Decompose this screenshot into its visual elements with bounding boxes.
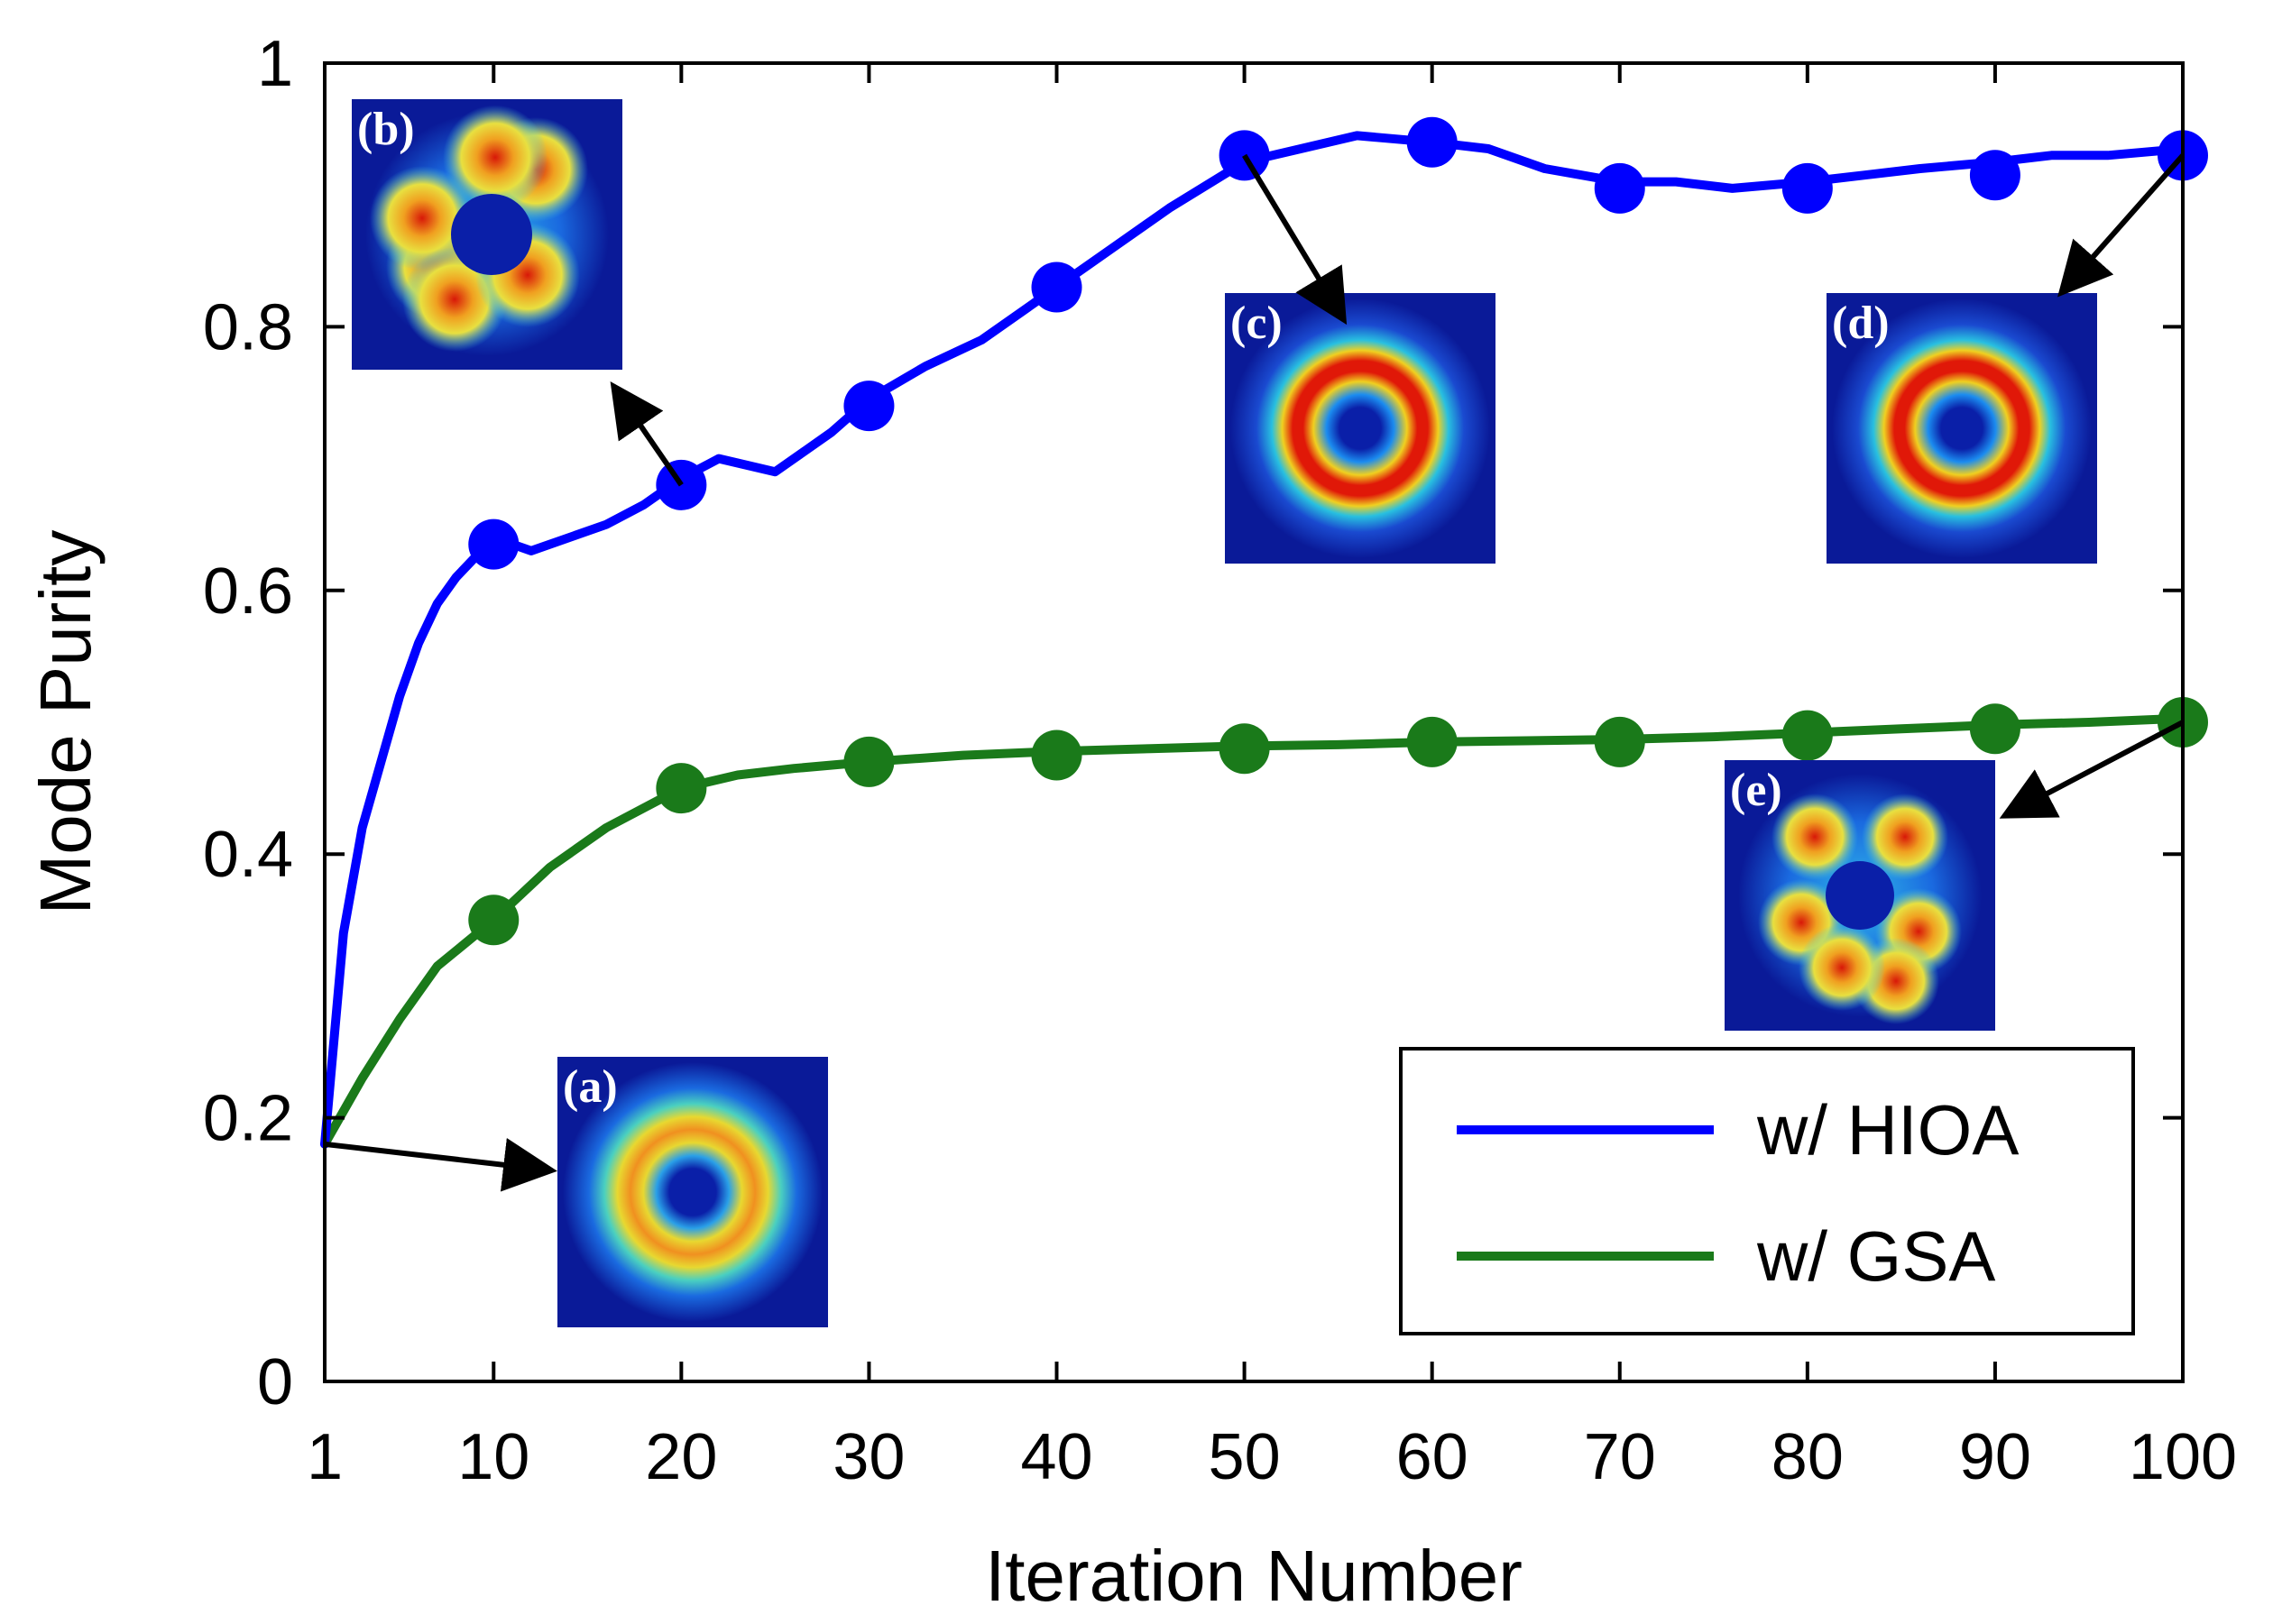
x-tick-label: 60: [1396, 1421, 1468, 1493]
inset-arrow: [324, 1137, 557, 1192]
inset-arrow: [610, 381, 684, 487]
beam-lobe: [370, 166, 474, 271]
x-tick-label: 10: [457, 1421, 529, 1493]
beam-core: [1826, 861, 1894, 930]
data-point-hioa: [1969, 150, 2020, 201]
data-point-gsa: [1594, 716, 1645, 767]
data-point-hioa: [1406, 116, 1458, 168]
inset-c: (c): [1225, 153, 1495, 564]
x-axis-label: Iteration Number: [985, 1536, 1523, 1616]
x-tick-label: 90: [1959, 1421, 2031, 1493]
beam-lobe: [443, 105, 548, 210]
x-tick-label: 100: [2129, 1421, 2237, 1493]
inset-label: (a): [563, 1061, 618, 1113]
inset-e: (e): [1725, 720, 2185, 1031]
x-tick-label: 20: [645, 1421, 717, 1493]
x-tick-label: 80: [1771, 1421, 1844, 1493]
data-point-hioa: [1781, 162, 1833, 214]
x-tick-label: 70: [1584, 1421, 1656, 1493]
inset-d: (d): [1827, 153, 2186, 564]
data-point-gsa: [843, 736, 895, 787]
data-point-hioa: [468, 518, 520, 570]
y-tick-label: 1: [257, 28, 293, 100]
legend-label-hioa: w/ HIOA: [1756, 1090, 2019, 1170]
x-tick-label: 1: [307, 1421, 343, 1493]
inset-b: (b): [352, 99, 684, 487]
legend: w/ HIOA w/ GSA: [1399, 1047, 2135, 1335]
beam-ring: [563, 1062, 823, 1322]
series-line-hioa: [320, 131, 2187, 1149]
data-point-gsa: [1969, 703, 2020, 755]
beam-core: [451, 194, 532, 275]
beam-ring: [1230, 298, 1490, 558]
plot-frame: [323, 61, 2185, 1383]
y-axis-label: Mode Purity: [25, 530, 106, 915]
inset-arrow: [2057, 153, 2186, 298]
inset-a: (a): [324, 1057, 828, 1327]
y-tick-label: 0.2: [203, 1083, 293, 1155]
x-tick-label: 50: [1209, 1421, 1281, 1493]
beam-spot: [1799, 924, 1885, 1011]
legend-label-gsa: w/ GSA: [1756, 1216, 1995, 1296]
inset-arrow: [1242, 153, 1348, 326]
data-point-hioa: [843, 381, 895, 432]
beam-ring: [1832, 298, 2092, 558]
data-point-gsa: [1031, 729, 1082, 781]
beam-spot: [1771, 794, 1858, 880]
data-point-gsa: [656, 763, 707, 814]
inset-layer: (a) (b) (c) (d) (e): [324, 99, 2186, 1327]
tick-layer: 1 10 20 30 40 50 60 70 80 90 100 0 0.2 0.4 0.6 0.8 1: [203, 28, 2237, 1493]
inset-label: (c): [1230, 298, 1283, 349]
data-point-gsa: [1781, 710, 1833, 761]
x-tick-label: 40: [1020, 1421, 1092, 1493]
data-point-hioa: [1594, 162, 1645, 214]
legend-box: [1399, 1047, 2135, 1335]
y-tick-label: 0: [257, 1346, 293, 1418]
y-tick-label: 0.4: [203, 819, 293, 891]
inset-label: (b): [357, 104, 415, 155]
data-point-gsa: [1406, 716, 1458, 767]
beam-spot: [1862, 794, 1948, 880]
y-tick-label: 0.6: [203, 555, 293, 628]
inset-label: (d): [1832, 298, 1890, 349]
data-point-hioa: [1031, 261, 1082, 313]
y-tick-label: 0.8: [203, 291, 293, 363]
data-point-gsa: [1219, 723, 1270, 775]
data-point-gsa: [468, 895, 520, 946]
x-tick-label: 30: [833, 1421, 905, 1493]
inset-label: (e): [1730, 765, 1782, 816]
inset-arrow: [1999, 720, 2185, 819]
